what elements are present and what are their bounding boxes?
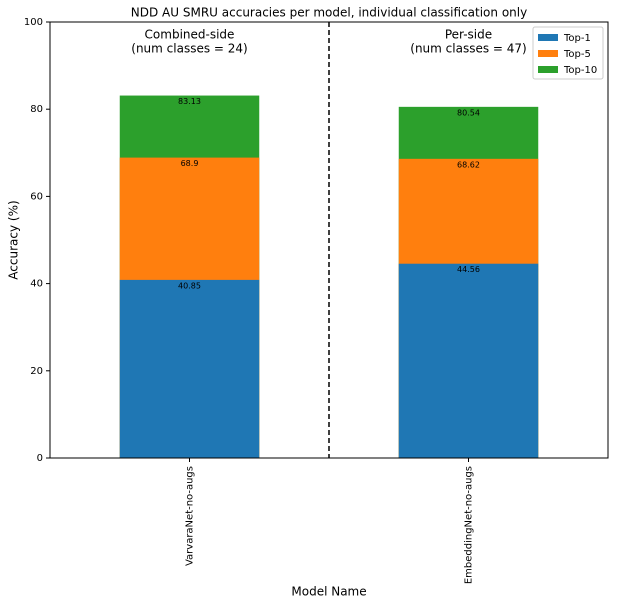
y-tick-label: 40 [30,279,43,290]
data-label: 83.13 [178,97,201,106]
plot-frame [49,21,609,459]
y-tick-label: 60 [30,191,43,202]
data-label: 80.54 [457,108,480,117]
annotation: Combined-side [145,28,235,42]
y-tick-label: 100 [24,17,43,28]
legend-label: Top-5 [563,49,591,60]
y-axis-label: Accuracy (%) [7,200,21,279]
data-label: 68.9 [181,159,199,168]
annotation: (num classes = 24) [131,42,247,56]
data-label: 68.62 [457,160,480,169]
legend-label: Top-1 [563,33,591,44]
data-label: 44.56 [457,265,480,274]
x-tick-label: VarvaraNet-no-augs [185,466,196,566]
legend-swatch [538,34,558,41]
legend-swatch [538,66,558,73]
y-tick-label: 20 [30,366,43,377]
legend-swatch [538,50,558,57]
bar [119,279,260,458]
y-tick-label: 80 [30,104,43,115]
y-tick-label: 0 [37,453,43,464]
x-tick-label: EmbeddingNet-no-augs [464,466,475,584]
annotation: (num classes = 47) [410,42,526,56]
legend-label: Top-10 [563,65,597,76]
annotation: Per-side [445,28,492,42]
data-label: 40.85 [178,281,201,290]
bar [398,263,539,458]
x-axis-label: Model Name [291,585,366,599]
chart-title: NDD AU SMRU accuracies per model, indivi… [131,6,527,20]
